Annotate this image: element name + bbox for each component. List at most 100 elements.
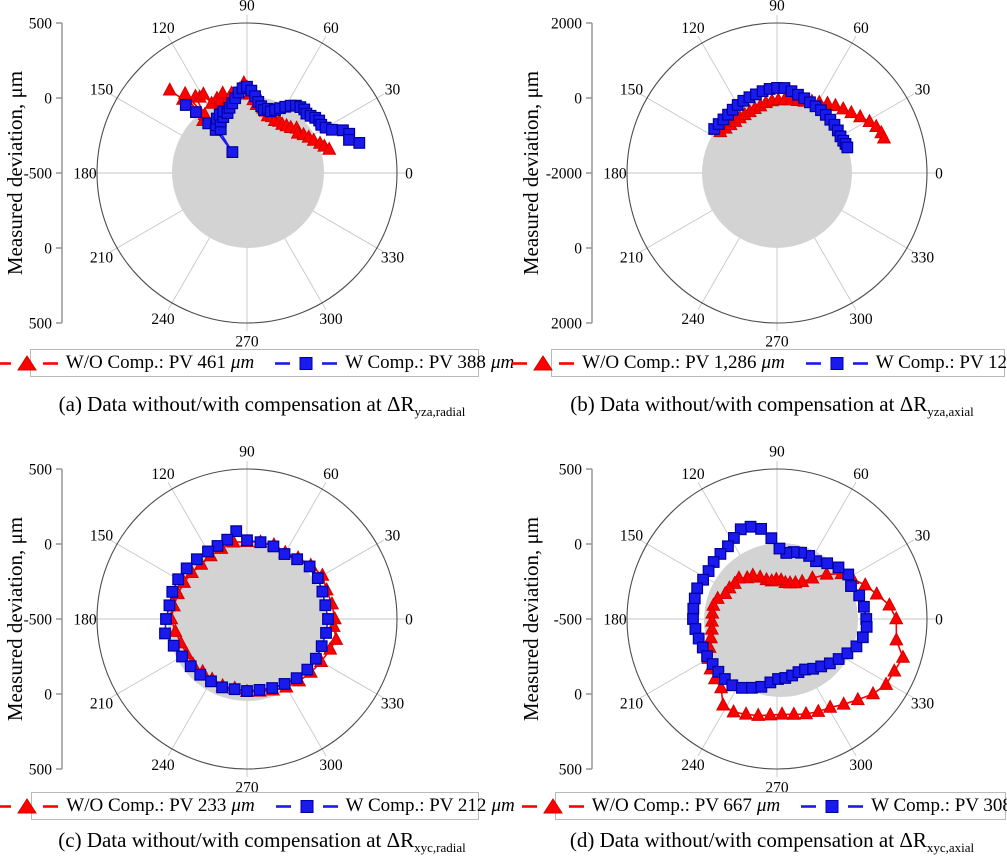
angle-label: 150 <box>620 527 644 544</box>
square-marker <box>718 673 731 685</box>
triangle-marker <box>718 585 733 600</box>
square-marker <box>697 573 709 586</box>
triangle-marker <box>329 631 344 645</box>
square-marker <box>821 557 834 570</box>
square-marker <box>205 675 217 688</box>
square-marker <box>179 99 192 111</box>
legend-unit: μm <box>491 795 515 816</box>
legend-marker-blue-square-icon <box>800 797 864 815</box>
angle-label: 300 <box>849 311 873 328</box>
legend-marker-blue-square-icon <box>275 797 339 815</box>
square-marker <box>216 681 229 694</box>
triangle-marker <box>865 685 881 700</box>
radial-tick-label: 0 <box>574 686 582 703</box>
angle-label: 150 <box>90 527 114 544</box>
triangle-marker <box>844 104 859 119</box>
angle-label: 240 <box>151 757 175 774</box>
square-marker <box>744 520 757 533</box>
radial-tick-label: -500 <box>24 165 53 182</box>
triangle-marker <box>726 704 741 718</box>
reference-disc <box>702 98 852 248</box>
square-marker <box>319 599 332 612</box>
square-marker <box>773 542 786 555</box>
angle-label: 240 <box>681 757 705 774</box>
angle-label: 60 <box>323 466 339 483</box>
angle-label: 90 <box>769 443 785 460</box>
angle-label: 0 <box>935 165 943 182</box>
caption-subscript: yza,axial <box>927 404 974 420</box>
angle-label: 90 <box>239 443 255 460</box>
caption-panel-b: (b) Data without/with compensation at ΔR… <box>541 392 1003 420</box>
caption-subscript: yza,radial <box>414 404 466 420</box>
square-marker <box>688 592 701 605</box>
legend-item-wo-comp: W/O Comp.: PV 667 μm <box>521 795 780 817</box>
legend-marker-red-triangle-icon <box>511 354 575 372</box>
angle-label: 120 <box>151 20 175 37</box>
ylabel-panel-b: Measured deviation, μm <box>519 70 543 276</box>
square-marker <box>226 146 239 159</box>
radial-tick-label: -2000 <box>546 165 582 182</box>
triangle-marker <box>882 597 897 611</box>
outer-circle <box>96 22 398 324</box>
triangle-marker <box>828 97 843 112</box>
square-marker <box>241 685 253 697</box>
angle-label: 180 <box>73 165 97 182</box>
angle-label: 180 <box>73 611 97 628</box>
triangle-marker <box>836 100 851 115</box>
triangle-marker <box>215 85 230 99</box>
caption-text: (c) Data without/with compensation at ΔR <box>58 828 415 852</box>
radial-tick-label: 0 <box>574 240 582 257</box>
panel-b: 2000 0 -2000 0 2000 0 30 60 90 120 150 180 210 240 270… <box>546 0 943 350</box>
legend-label-wo-comp: W/O Comp.: PV 461 <box>65 352 226 373</box>
triangle-marker <box>786 706 801 720</box>
square-marker <box>728 532 740 544</box>
triangle-marker <box>819 566 834 580</box>
square-marker <box>172 573 185 586</box>
legend-label-w-comp: W Comp.: PV 123 <box>875 352 1007 373</box>
angle-label: 30 <box>385 81 401 98</box>
radial-tick-label: 0 <box>44 90 52 107</box>
triangle-marker <box>869 586 884 600</box>
square-marker <box>353 137 366 149</box>
panel-a: 500 0 -500 0 500 0 30 60 90 120 150 180 210 240 270 300… <box>24 0 414 350</box>
caption-text: (d) Data without/with compensation at ΔR <box>569 828 927 852</box>
square-marker <box>291 553 304 566</box>
triangle-marker <box>878 676 894 690</box>
legend-panel-d: W/O Comp.: PV 667 μm W Comp.: PV 308 μm <box>521 792 1007 820</box>
triangle-marker <box>858 577 873 591</box>
radial-tick-label: 500 <box>29 461 53 478</box>
panel-d: 5000-50005000306090120150180210240270300… <box>554 443 944 796</box>
legend-item-w-comp: W Comp.: PV 308 μm <box>800 795 1007 817</box>
square-marker <box>167 639 180 652</box>
angle-label: 330 <box>911 249 935 266</box>
caption-panel-c: (c) Data without/with compensation at ΔR… <box>0 828 524 856</box>
legend-item-wo-comp: W/O Comp.: PV 233 μm <box>0 795 255 817</box>
radial-tick-label: 0 <box>44 536 52 553</box>
square-marker <box>343 133 355 146</box>
triangle-marker <box>876 130 892 144</box>
radial-tick-label: 500 <box>29 15 53 32</box>
square-marker <box>311 572 324 585</box>
angle-label: 300 <box>319 757 343 774</box>
square-marker <box>278 548 291 560</box>
radial-tick-label: 0 <box>574 536 582 553</box>
square-marker <box>221 533 234 546</box>
angle-label: 210 <box>620 249 644 266</box>
angle-label: 30 <box>915 81 931 98</box>
outer-circle <box>96 468 398 770</box>
square-marker <box>316 585 329 598</box>
radial-tick-label: 2000 <box>551 15 582 32</box>
ylabel-panel-c: Measured deviation, μm <box>3 516 27 722</box>
square-marker <box>160 613 172 625</box>
outer-circle <box>626 22 928 324</box>
triangle-marker <box>887 663 902 677</box>
legend-item-wo-comp: W/O Comp.: PV 461 μm <box>0 352 254 374</box>
ylabel-panel-d: Measured deviation, μm <box>519 516 543 722</box>
angle-label: 120 <box>151 466 175 483</box>
angle-label: 180 <box>603 165 627 182</box>
caption-text: (a) Data without/with compensation at ΔR <box>58 392 415 416</box>
radial-tick-label: 2000 <box>551 315 582 332</box>
square-marker <box>166 585 179 598</box>
radial-tick-label: 0 <box>44 240 52 257</box>
